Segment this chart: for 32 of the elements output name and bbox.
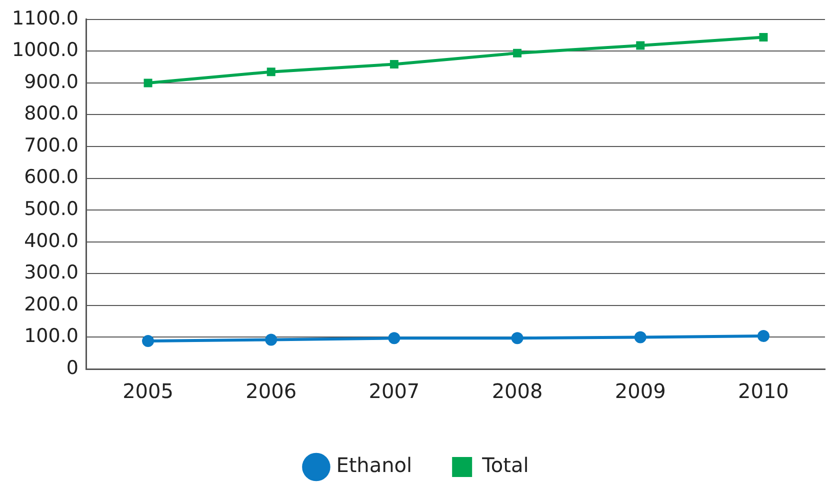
point <box>511 332 524 344</box>
y-tick-label: 900.0 <box>24 70 78 93</box>
y-tick-label: 400.0 <box>24 230 78 252</box>
y-tick-label: 1100.0 <box>12 7 78 30</box>
point <box>513 48 522 58</box>
x-tick-label: 2007 <box>368 379 420 404</box>
point <box>634 331 646 344</box>
y-tick-label: 100.0 <box>24 325 78 348</box>
y-tick-label: 200.0 <box>24 293 78 316</box>
legend-label: Total <box>481 453 529 478</box>
y-tick-label: 500.0 <box>24 198 78 220</box>
y-tick-label: 600.0 <box>24 166 78 188</box>
x-tick-label: 2005 <box>122 379 174 404</box>
x-tick-label: 2009 <box>614 379 666 404</box>
y-tick-label: 0 <box>66 356 78 379</box>
point <box>759 32 768 42</box>
y-tick-label: 300.0 <box>24 262 78 284</box>
y-tick-label: 800.0 <box>24 102 78 125</box>
point <box>265 334 278 346</box>
point <box>144 78 152 88</box>
point <box>390 60 398 68</box>
x-tick-label: 2006 <box>246 379 297 404</box>
point <box>757 330 770 342</box>
x-tick-label: 2008 <box>492 379 543 404</box>
legend-label: Ethanol <box>336 453 412 478</box>
point <box>388 332 400 344</box>
point <box>142 335 154 348</box>
point <box>636 41 645 50</box>
point <box>266 68 276 76</box>
x-tick-label: 2010 <box>738 379 789 404</box>
y-tick-label: 700.0 <box>24 134 78 156</box>
y-tick-label: 1000.0 <box>12 39 78 62</box>
